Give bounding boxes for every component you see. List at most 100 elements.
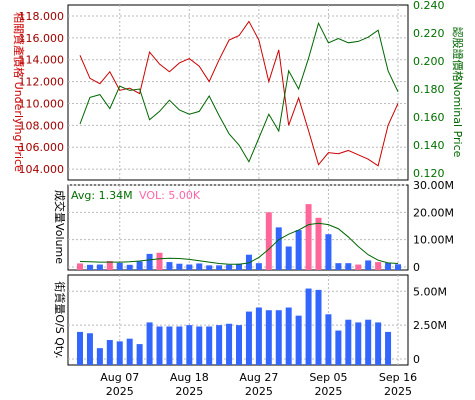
x-tick-year-label: 2025 xyxy=(175,385,203,398)
volume-panel xyxy=(67,184,409,271)
volume-bar xyxy=(345,263,352,270)
os-qty-bar xyxy=(385,331,392,365)
volume-tick-label: 20.00M xyxy=(413,206,454,219)
os-qty-bar xyxy=(206,326,213,365)
right-tick-label: 0.160 xyxy=(413,111,445,124)
left-tick-label: 106.000 xyxy=(19,141,65,154)
os-qty-bar xyxy=(275,310,282,365)
left-tick-label: 116.000 xyxy=(19,32,65,45)
volume-bar xyxy=(186,264,193,270)
os-qty-tick-label: 5.00M xyxy=(413,285,447,298)
os-qty-bar xyxy=(136,344,143,365)
os-qty-bar xyxy=(186,325,193,365)
os-qty-bar xyxy=(265,310,272,365)
volume-bar xyxy=(156,252,163,270)
volume-bar xyxy=(166,262,173,270)
volume-bar xyxy=(206,265,213,270)
left-tick-label: 104.000 xyxy=(19,163,65,176)
os-qty-axis-label: 街貨量O/S Qty. xyxy=(53,281,67,358)
volume-bar xyxy=(355,264,362,270)
bar-layer xyxy=(77,204,401,365)
os-qty-bar xyxy=(116,341,123,365)
volume-bar xyxy=(86,264,93,270)
os-qty-bar xyxy=(315,289,322,365)
line-layer xyxy=(79,20,399,265)
volume-bar xyxy=(295,230,302,270)
os-qty-bar xyxy=(156,326,163,365)
volume-bar xyxy=(146,253,153,270)
x-tick-year-label: 2025 xyxy=(384,385,412,398)
os-qty-bar xyxy=(126,338,133,365)
x-tick-label: Aug 18 xyxy=(170,371,209,384)
volume-bar xyxy=(375,262,382,270)
left-tick-label: 110.000 xyxy=(19,97,65,110)
right-tick-label: 0.220 xyxy=(413,27,445,40)
volume-bar xyxy=(265,212,272,270)
x-tick-label: Sep 16 xyxy=(379,371,417,384)
volume-axis-label: 成交量Volume xyxy=(53,190,67,264)
volume-bar xyxy=(136,261,143,270)
right-tick-label: 0.200 xyxy=(413,55,445,68)
volume-bar xyxy=(395,264,401,270)
os-qty-bar xyxy=(166,326,173,365)
price-panel xyxy=(67,4,409,181)
left-tick-label: 114.000 xyxy=(19,54,65,67)
volume-bar xyxy=(315,217,322,270)
os-qty-bar xyxy=(325,314,332,365)
os-qty-bar xyxy=(245,311,252,365)
volume-bar xyxy=(365,260,372,270)
x-tick-year-label: 2025 xyxy=(314,385,342,398)
nominal-price-line xyxy=(79,21,399,163)
right-tick-label: 0.180 xyxy=(413,83,445,96)
os-qty-tick-label: 2.50M xyxy=(413,319,447,332)
x-tick-label: Aug 27 xyxy=(239,371,278,384)
os-qty-bar xyxy=(305,288,312,365)
os-qty-bar xyxy=(375,322,382,365)
left-tick-label: 112.000 xyxy=(19,76,65,89)
os-qty-bar xyxy=(146,322,153,365)
os-qty-bar xyxy=(335,330,342,365)
left-tick-label: 108.000 xyxy=(19,119,65,132)
volume-bar xyxy=(176,263,183,270)
volume-tick-label: 10.00M xyxy=(413,234,454,247)
right-tick-label: 0.140 xyxy=(413,139,445,152)
x-tick-label: Sep 05 xyxy=(309,371,347,384)
os-qty-bar xyxy=(365,319,372,365)
os-qty-bar xyxy=(106,340,113,365)
os-qty-tick-label: 0 xyxy=(413,353,420,366)
volume-bar xyxy=(106,260,113,270)
volume-bar xyxy=(285,246,292,270)
os-qty-bar xyxy=(77,331,83,365)
x-tick-label: Aug 07 xyxy=(100,371,139,384)
os-qty-bar xyxy=(255,307,262,365)
volume-bar xyxy=(116,262,123,270)
nominal-price-axis-label: 認股證價格Nominal Price xyxy=(451,27,465,158)
x-tick-year-label: 2025 xyxy=(245,385,273,398)
grid-lines xyxy=(68,5,408,365)
volume-bar xyxy=(275,227,282,270)
volume-bar xyxy=(126,264,133,270)
volume-bar xyxy=(216,265,223,270)
os-qty-bar xyxy=(176,326,183,365)
os-qty-bar xyxy=(295,315,302,365)
left-tick-label: 118.000 xyxy=(19,10,65,23)
os-qty-bar xyxy=(285,307,292,365)
os-qty-bar xyxy=(96,348,103,365)
volume-bar xyxy=(96,264,103,270)
os-qty-bar xyxy=(236,325,242,365)
volume-bar xyxy=(226,264,233,270)
tick-labels: 104.000 106.000 108.000 110.000 112.000 114.0… xyxy=(19,0,454,398)
volume-bar xyxy=(385,262,392,270)
os-qty-bar xyxy=(216,325,223,365)
x-tick-year-label: 2025 xyxy=(106,385,134,398)
volume-tick-label: 0 xyxy=(413,261,420,274)
volume-bar xyxy=(305,204,312,270)
volume-tick-label: 30.00M xyxy=(413,179,454,192)
os-qty-panel xyxy=(67,274,409,366)
right-tick-label: 0.240 xyxy=(413,0,445,12)
os-qty-bar xyxy=(226,323,233,365)
volume-bar xyxy=(255,263,262,270)
right-tick-label: 0.120 xyxy=(413,167,445,180)
volume-average-label: Avg: 1.34M xyxy=(71,189,133,202)
